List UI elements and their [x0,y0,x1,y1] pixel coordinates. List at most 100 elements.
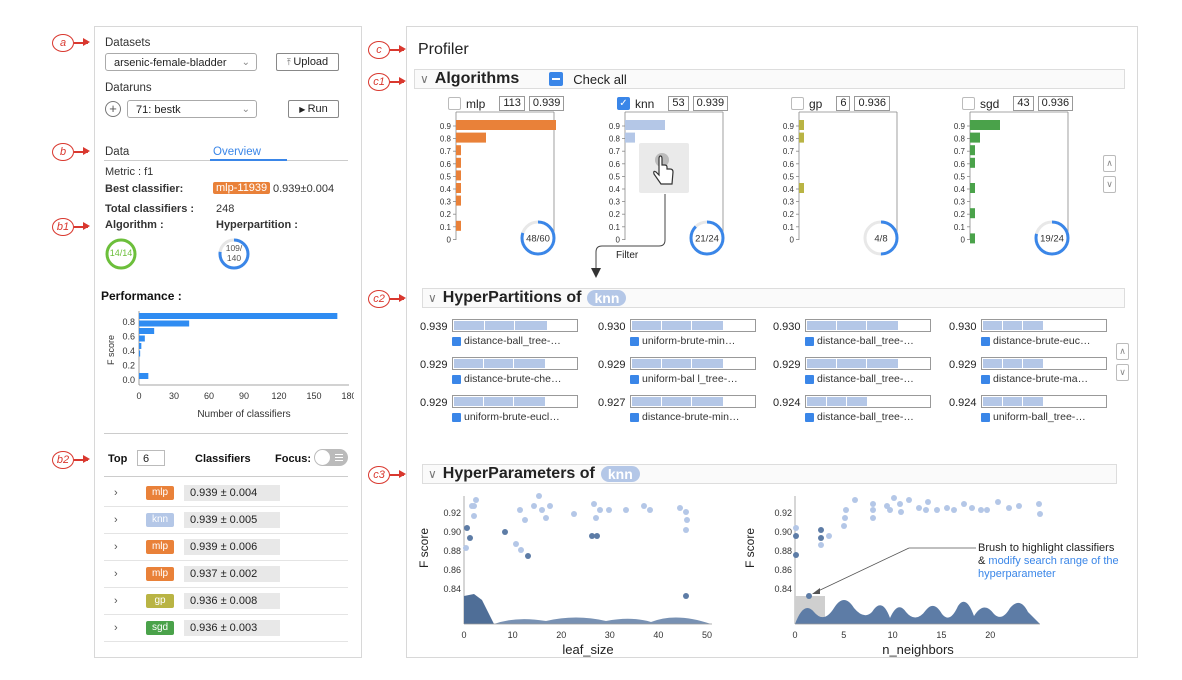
section-divider [104,433,348,434]
expand-chevron-icon[interactable]: › [114,568,118,580]
expand-chevron-icon[interactable]: › [114,541,118,553]
algo-histogram[interactable]: 0.9 0.8 0.7 0.6 0.5 0.4 0.3 0.2 0.1 0 19/24 [950,108,1090,258]
algo-ytick: 0.9 [609,122,621,131]
collapse-chevron-icon[interactable]: ∨ [428,291,437,305]
hp-checkbox[interactable] [805,336,814,346]
algo-checkbox[interactable] [448,97,461,110]
algo-checkbox[interactable] [962,97,975,110]
expand-chevron-icon[interactable]: › [114,514,118,526]
perf-xtick: 90 [239,391,249,401]
scroll-up-button[interactable]: ∧ [1103,155,1116,172]
hyperpartition-card[interactable]: 0.930 distance-brute-euc… [949,319,1125,353]
hp-checkbox[interactable] [630,374,639,384]
classifier-row[interactable]: › mlp 0.939 ± 0.004 [104,480,348,507]
hp-score: 0.924 [773,397,801,409]
hp-checkbox[interactable] [452,374,461,384]
tab-active-indicator [210,159,287,161]
hp-bar [630,395,756,408]
hp-scroll-up-button[interactable]: ∧ [1116,343,1129,360]
hp-name: distance-ball_tree-… [805,335,914,347]
hp-checkbox[interactable] [981,374,990,384]
tab-overview[interactable]: Overview [213,146,261,158]
scatter-point [843,507,849,513]
best-classifier-badge[interactable]: mlp-11939 [213,182,271,194]
profiler-panel [406,26,1138,658]
hp-checkbox[interactable] [805,412,814,422]
datarun-select[interactable]: 71: bestk ⌄ [127,100,257,118]
expand-chevron-icon[interactable]: › [114,595,118,607]
hyperpartition-card[interactable]: 0.929 distance-ball_tree-… [773,357,949,391]
algo-checkbox[interactable] [791,97,804,110]
hp-checkbox[interactable] [630,336,639,346]
algo-ytick: 0.9 [954,122,966,131]
collapse-chevron-icon[interactable]: ∨ [420,72,429,86]
hp-checkbox[interactable] [981,336,990,346]
collapse-chevron-icon[interactable]: ∨ [428,467,437,481]
hyperpartition-card[interactable]: 0.939 distance-ball_tree-… [420,319,596,353]
hyperpartition-card[interactable]: 0.924 uniform-ball_tree-… [949,395,1125,429]
hp-checkbox[interactable] [981,412,990,422]
focus-toggle[interactable] [314,449,348,466]
algorithm-badge: mlp [146,540,174,554]
hyperpartition-card[interactable]: 0.930 uniform-brute-min… [598,319,774,353]
hp-bar [981,395,1107,408]
performance-chart: 0.8 0.6 0.4 0.2 0.0 0 30 60 90 120 150 180 F score… [106,311,354,420]
n-neighbors-plot[interactable]: F score 0.92 0.90 0.88 0.86 0.84 0 5 10 15 20 n_… [744,488,1049,660]
hp-checkbox[interactable] [805,374,814,384]
hyperpartition-card[interactable]: 0.929 uniform-bal l_tree-… [598,357,774,391]
algo-bar [456,132,486,143]
classifier-row[interactable]: › mlp 0.937 ± 0.002 [104,561,348,588]
run-button[interactable]: ▶ Run [288,100,339,118]
add-datarun-icon[interactable]: + [105,101,121,117]
algo-ytick: 0.7 [954,147,966,156]
algo-histogram[interactable]: 0.9 0.8 0.7 0.6 0.5 0.4 0.3 0.2 0.1 0 21/24 [605,108,745,258]
hyperpartition-card[interactable]: 0.924 distance-ball_tree-… [773,395,949,429]
check-all-checkbox[interactable] [549,72,564,86]
classifier-row[interactable]: › gp 0.936 ± 0.008 [104,588,348,615]
hp-checkbox[interactable] [452,336,461,346]
hp-score: 0.939 [420,321,448,333]
hyperparameters-header[interactable]: ∨ HyperParameters of knn [422,464,1117,484]
expand-chevron-icon[interactable]: › [114,487,118,499]
algo-checkbox[interactable]: ✓ [617,97,630,110]
hyperpartition-label: Hyperpartition : [216,219,298,231]
hp-bar [452,357,578,370]
scatter-point [683,593,689,599]
scatter-point [978,507,984,513]
best-classifier-score: 0.939±0.004 [273,183,335,195]
dataset-select[interactable]: arsenic-female-bladder ⌄ [105,53,257,71]
hyperpartition-card[interactable]: 0.929 distance-brute-ma… [949,357,1125,391]
hyperpartition-card[interactable]: 0.929 distance-brute-che… [420,357,596,391]
play-icon: ▶ [299,105,308,114]
hp-name: distance-ball_tree-… [805,411,914,423]
scatter-point [1016,503,1022,509]
algorithms-header[interactable]: ∨ Algorithms Check all [414,69,1125,89]
scatter-xtick: 15 [936,630,946,640]
algo-histogram[interactable]: 0.9 0.8 0.7 0.6 0.5 0.4 0.3 0.2 0.1 0 48/60 [436,108,576,258]
hyperpartition-card[interactable]: 0.927 distance-brute-min… [598,395,774,429]
algo-histogram[interactable]: 0.9 0.8 0.7 0.6 0.5 0.4 0.3 0.2 0.1 0 4/8 [779,108,919,258]
scatter-point [923,507,929,513]
expand-chevron-icon[interactable]: › [114,622,118,634]
top-input[interactable]: 6 [137,450,165,466]
algo-bar [456,195,461,206]
hp-scroll-down-button[interactable]: ∨ [1116,364,1129,381]
hyperpartitions-header[interactable]: ∨ HyperPartitions of knn [422,288,1125,308]
scatter-point [818,535,824,541]
hp-checkbox[interactable] [630,412,639,422]
classifier-row[interactable]: › mlp 0.939 ± 0.006 [104,534,348,561]
tab-data[interactable]: Data [105,146,130,158]
scroll-down-button[interactable]: ∨ [1103,176,1116,193]
upload-button[interactable]: ⤒ Upload [276,53,339,71]
hyperpartition-card[interactable]: 0.929 uniform-brute-eucl… [420,395,596,429]
classifier-row[interactable]: › sgd 0.936 ± 0.003 [104,615,348,642]
hyperpartition-card[interactable]: 0.930 distance-ball_tree-… [773,319,949,353]
algo-bar [456,220,461,231]
scatter-xtick: 10 [888,630,898,640]
scatter-point [841,523,847,529]
classifier-row[interactable]: › knn 0.939 ± 0.005 [104,507,348,534]
leaf-size-plot[interactable]: F score 0.92 0.90 0.88 0.86 0.84 0 10 20 30 40 50… [416,488,721,660]
scatter-xtick: 5 [841,630,846,640]
hp-checkbox[interactable] [452,412,461,422]
hand-pointer-icon [639,143,689,193]
